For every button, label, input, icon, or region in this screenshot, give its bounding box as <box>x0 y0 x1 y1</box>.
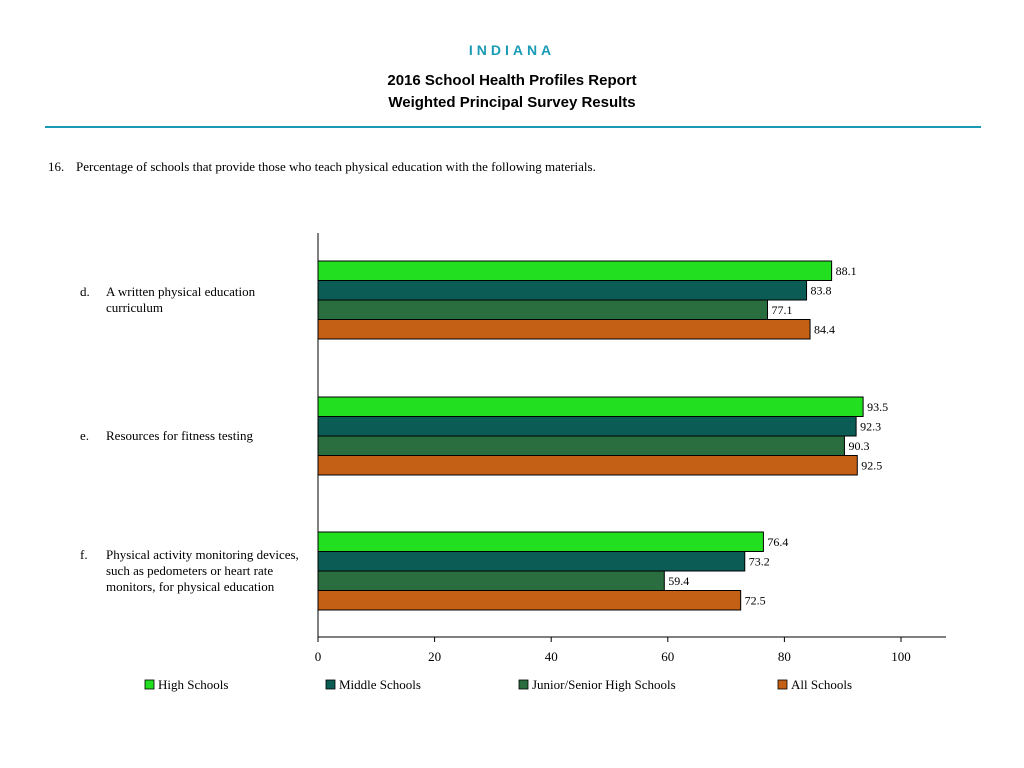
bar <box>317 260 833 281</box>
x-tick-label: 60 <box>661 649 674 664</box>
bar <box>317 531 764 552</box>
legend-label: Middle Schools <box>339 677 421 692</box>
question-text: Percentage of schools that provide those… <box>76 159 596 174</box>
bar-value-label: 88.1 <box>836 264 857 278</box>
category-label-line: A written physical education <box>106 284 256 299</box>
category-label-line: Resources for fitness testing <box>106 428 253 443</box>
x-tick-label: 80 <box>778 649 791 664</box>
bar-value-label: 59.4 <box>668 574 689 588</box>
report-title-line1: 2016 School Health Profiles Report <box>387 72 637 89</box>
bar <box>317 280 808 301</box>
bar <box>317 299 768 320</box>
bar <box>317 319 811 340</box>
bar <box>317 570 665 591</box>
question: 16. Percentage of schools that provide th… <box>48 159 596 175</box>
category-letter: f. <box>80 547 88 562</box>
bar-value-label: 92.5 <box>861 459 882 473</box>
bar-value-label: 72.5 <box>745 594 766 608</box>
bar-value-label: 77.1 <box>771 303 792 317</box>
bar-value-label: 93.5 <box>867 400 888 414</box>
legend-label: All Schools <box>791 677 852 692</box>
bar-value-label: 92.3 <box>860 420 881 434</box>
category-label-line: curriculum <box>106 300 163 315</box>
x-tick-label: 0 <box>315 649 322 664</box>
legend-swatch <box>144 679 155 690</box>
report-title: 2016 School Health Profiles Report Weigh… <box>0 70 1024 114</box>
bar-value-label: 90.3 <box>848 439 869 453</box>
question-number: 16. <box>48 159 65 174</box>
header-divider <box>45 126 981 128</box>
bar <box>317 435 845 456</box>
category-letter: d. <box>80 284 90 299</box>
category-label-line: monitors, for physical education <box>106 579 275 594</box>
bar-value-label: 84.4 <box>814 323 835 337</box>
bar <box>317 416 857 437</box>
x-tick-label: 100 <box>891 649 911 664</box>
legend-label: Junior/Senior High Schools <box>532 677 676 692</box>
bar <box>317 396 864 417</box>
bar-value-label: 73.2 <box>749 555 770 569</box>
report-title-line2: Weighted Principal Survey Results <box>388 94 636 111</box>
category-label-line: such as pedometers or heart rate <box>106 563 273 578</box>
bar-value-label: 83.8 <box>811 284 832 298</box>
x-tick-label: 20 <box>428 649 441 664</box>
x-tick-label: 40 <box>545 649 558 664</box>
category-label-line: Physical activity monitoring devices, <box>106 547 299 562</box>
bar <box>317 590 742 611</box>
legend-swatch <box>777 679 788 690</box>
bar <box>317 455 858 476</box>
legend-swatch <box>325 679 336 690</box>
bar-value-label: 76.4 <box>767 535 788 549</box>
state-title: INDIANA <box>468 42 556 58</box>
legend-label: High Schools <box>158 677 228 692</box>
bar <box>317 551 746 572</box>
category-letter: e. <box>80 428 89 443</box>
legend-swatch <box>518 679 529 690</box>
